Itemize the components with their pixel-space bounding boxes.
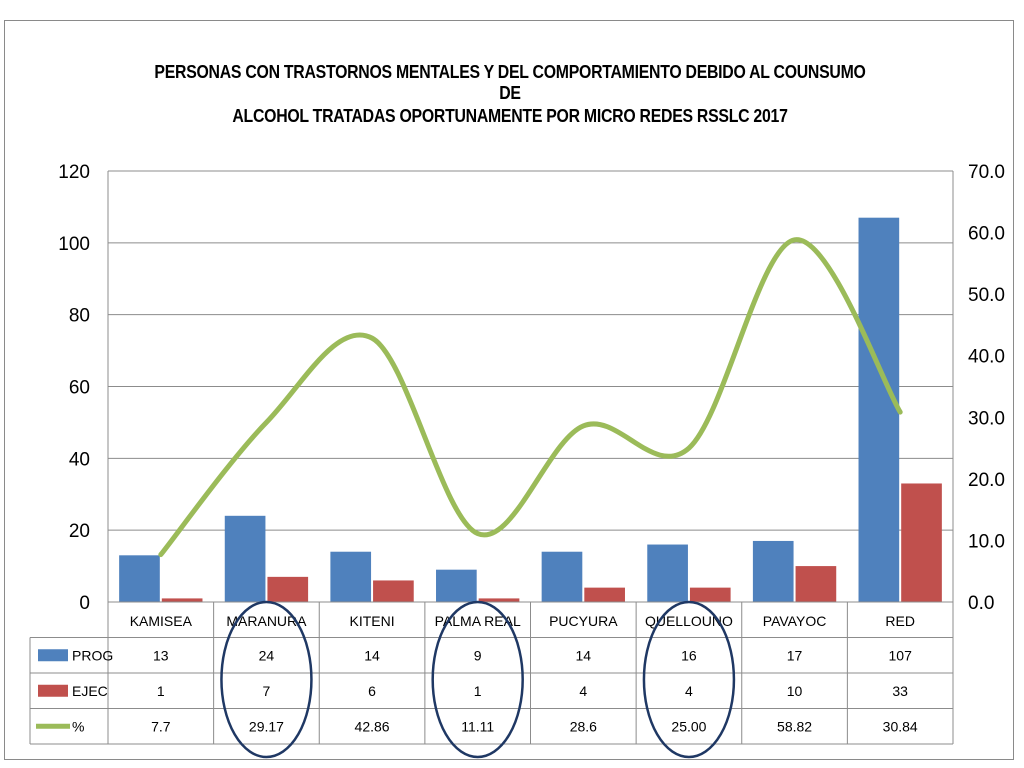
data-table-value: 28.6 — [570, 718, 597, 734]
right-axis-tick-label: 50.0 — [968, 285, 1005, 306]
category-label: PALMA REAL — [435, 613, 521, 629]
bar-prog — [858, 217, 900, 603]
bar-ejec — [584, 587, 625, 602]
category-label: MARANURA — [226, 613, 307, 629]
highlight-ellipse — [220, 600, 313, 759]
data-table-value: 1 — [157, 683, 165, 699]
bar-ejec — [161, 598, 203, 602]
line-percent — [158, 237, 903, 558]
bar-prog — [541, 551, 583, 602]
right-axis-tick-label: 60.0 — [968, 224, 1005, 245]
data-table-value: 33 — [892, 683, 908, 699]
data-table-value: 25.00 — [671, 718, 706, 734]
data-table-value: 10 — [787, 683, 803, 699]
category-label: QUELLOUNO — [645, 613, 733, 629]
bar-ejec — [267, 576, 309, 602]
data-table-value: 6 — [368, 683, 376, 699]
data-table-value: 13 — [153, 647, 169, 663]
right-axis-tick-label: 40.0 — [968, 347, 1005, 368]
category-label: KAMISEA — [130, 613, 193, 629]
highlight-ellipse — [431, 600, 524, 759]
left-axis-tick-label: 0 — [79, 593, 90, 614]
bar-ejec — [795, 566, 837, 602]
legend-label: % — [72, 718, 84, 734]
legend-label: PROG — [72, 647, 113, 663]
bar-prog — [330, 551, 372, 602]
bar-prog — [436, 569, 477, 602]
highlight-ellipse — [642, 600, 736, 759]
data-table-value: 9 — [474, 647, 482, 663]
data-table-value: 14 — [364, 647, 380, 663]
bar-prog — [119, 555, 160, 602]
bar-prog — [224, 515, 266, 602]
left-axis-tick-label: 100 — [58, 234, 90, 255]
category-label: RED — [885, 613, 915, 629]
chart-frame — [4, 20, 1014, 760]
left-axis-tick-label: 120 — [58, 162, 90, 183]
bar-prog — [752, 540, 794, 602]
data-table-value: 24 — [259, 647, 275, 663]
data-table-value: 107 — [889, 647, 913, 663]
category-label: PUCYURA — [549, 613, 618, 629]
data-table-value: 11.11 — [461, 718, 494, 734]
right-axis-tick-label: 0.0 — [968, 593, 994, 614]
bar-ejec — [478, 598, 520, 602]
data-table-value: 17 — [787, 647, 803, 663]
data-table-value: 30.84 — [883, 718, 918, 734]
data-table-value: 58.82 — [777, 718, 812, 734]
bar-ejec — [901, 483, 942, 602]
left-axis-tick-label: 20 — [69, 521, 90, 542]
data-table-value: 14 — [576, 647, 592, 663]
data-table-value: 1 — [474, 683, 482, 699]
chart-title-line-1: PERSONAS CON TRASTORNOS MENTALES Y DEL C… — [154, 62, 866, 103]
data-table-value: 42.86 — [355, 718, 390, 734]
bar-prog — [647, 544, 688, 602]
legend-swatch-ejec — [38, 684, 68, 697]
data-table-value: 7 — [263, 683, 271, 699]
data-table-value: 16 — [681, 647, 697, 663]
bar-ejec — [689, 587, 731, 602]
left-axis-tick-label: 60 — [69, 378, 90, 399]
legend-label: EJEC — [72, 683, 108, 699]
left-axis-tick-label: 40 — [69, 449, 90, 470]
right-axis-tick-label: 10.0 — [968, 531, 1005, 552]
category-label: PAVAYOC — [763, 613, 827, 629]
data-table-value: 29.17 — [249, 718, 284, 734]
right-axis-tick-label: 30.0 — [968, 408, 1005, 429]
left-axis-tick-label: 80 — [69, 306, 90, 327]
legend-swatch-prog — [38, 649, 68, 662]
data-table-value: 4 — [579, 683, 587, 699]
category-label: KITENI — [350, 613, 395, 629]
bar-ejec — [373, 580, 414, 602]
data-table-value: 7.7 — [151, 718, 171, 734]
data-table-value: 4 — [685, 683, 693, 699]
right-axis-tick-label: 20.0 — [968, 470, 1005, 491]
right-axis-tick-label: 70.0 — [968, 162, 1005, 183]
chart-title-line-2: ALCOHOL TRATADAS OPORTUNAMENTE POR MICRO… — [232, 106, 788, 126]
